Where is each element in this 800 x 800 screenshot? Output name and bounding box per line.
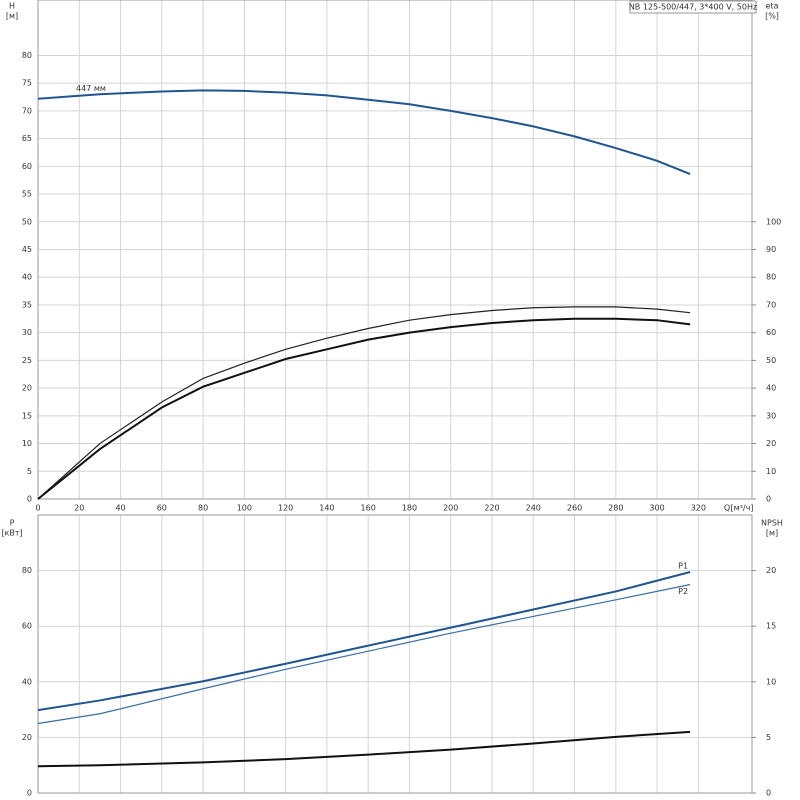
y2-tick-label: 70 (766, 300, 776, 309)
y-tick-label: 0 (27, 789, 32, 798)
y2-tick-label: 100 (766, 217, 781, 226)
x-axis-label: Q (724, 504, 730, 513)
x-tick-label: 280 (608, 504, 623, 513)
y2-tick-label: 20 (766, 566, 776, 575)
y2-tick-label: 50 (766, 356, 776, 365)
y2-axis-unit: [м] (766, 529, 778, 538)
annotation: 447 мм (76, 84, 106, 93)
x-tick-label: 220 (484, 504, 499, 513)
series-line (37, 317, 691, 500)
x-tick-label: 20 (74, 504, 84, 513)
x-tick-label: 260 (567, 504, 582, 513)
y-tick-label: 60 (22, 162, 32, 171)
y2-axis-label: eta (766, 2, 779, 11)
title-box (629, 0, 757, 14)
y-tick-label: 60 (22, 622, 32, 631)
series-label: P1 (678, 561, 688, 570)
y-tick-label: 65 (22, 134, 32, 143)
x-tick-label: 200 (443, 504, 458, 513)
series-line (37, 583, 691, 725)
y-tick-label: 35 (22, 300, 32, 309)
y2-tick-label: 40 (766, 384, 776, 393)
x-tick-label: 160 (361, 504, 376, 513)
x-tick-label: 240 (526, 504, 541, 513)
x-tick-label: 100 (237, 504, 252, 513)
y-tick-label: 20 (22, 733, 32, 742)
x-tick-label: 140 (319, 504, 334, 513)
x-tick-label: 300 (649, 504, 664, 513)
x-tick-label: 120 (278, 504, 293, 513)
y2-tick-label: 10 (766, 677, 776, 686)
y-tick-label: 25 (22, 356, 32, 365)
y2-tick-label: 20 (766, 439, 776, 448)
series-line (37, 571, 691, 712)
y2-tick-label: 10 (766, 467, 776, 476)
x-tick-label: 40 (115, 504, 125, 513)
y-axis-label: H (9, 2, 15, 11)
y-tick-label: 0 (27, 495, 32, 504)
y2-axis-unit: [%] (765, 12, 779, 21)
y-axis-label: P (10, 519, 15, 528)
series-line (37, 730, 691, 768)
series-label: P2 (678, 587, 688, 596)
y2-tick-label: 90 (766, 245, 776, 254)
y-tick-label: 15 (22, 411, 32, 420)
y-axis-unit: [м] (6, 12, 18, 21)
y-tick-label: 50 (22, 217, 32, 226)
chart-title: NB 125-500/447, 3*400 V, 50Hz (629, 3, 757, 12)
y2-tick-label: 5 (766, 733, 771, 742)
series-line (37, 89, 691, 176)
series-line (37, 306, 691, 500)
y-tick-label: 75 (22, 79, 32, 88)
x-tick-label: 60 (157, 504, 167, 513)
y2-tick-label: 80 (766, 273, 776, 282)
y-tick-label: 30 (22, 328, 32, 337)
y2-tick-label: 30 (766, 411, 776, 420)
y-tick-label: 80 (22, 566, 32, 575)
y-tick-label: 40 (22, 677, 32, 686)
x-tick-label: 180 (402, 504, 417, 513)
y-tick-label: 45 (22, 245, 32, 254)
x-axis-unit: [м³/ч] (731, 504, 754, 513)
y-tick-label: 20 (22, 384, 32, 393)
plot-frame (37, 0, 753, 500)
x-tick-label: 0 (35, 504, 40, 513)
y-tick-label: 40 (22, 273, 32, 282)
y2-axis-label: NPSH (761, 519, 783, 528)
y-axis-unit: [кВт] (1, 529, 22, 538)
y2-tick-label: 0 (766, 789, 771, 798)
y-tick-label: 70 (22, 106, 32, 115)
y2-tick-label: 0 (766, 495, 771, 504)
y-tick-label: 55 (22, 190, 32, 199)
y2-tick-label: 15 (766, 622, 776, 631)
x-tick-label: 320 (691, 504, 706, 513)
y-tick-label: 10 (22, 439, 32, 448)
x-tick-label: 80 (198, 504, 208, 513)
plot-frame (37, 514, 753, 794)
y-tick-label: 80 (22, 51, 32, 60)
y2-tick-label: 60 (766, 328, 776, 337)
y-tick-label: 5 (27, 467, 32, 476)
